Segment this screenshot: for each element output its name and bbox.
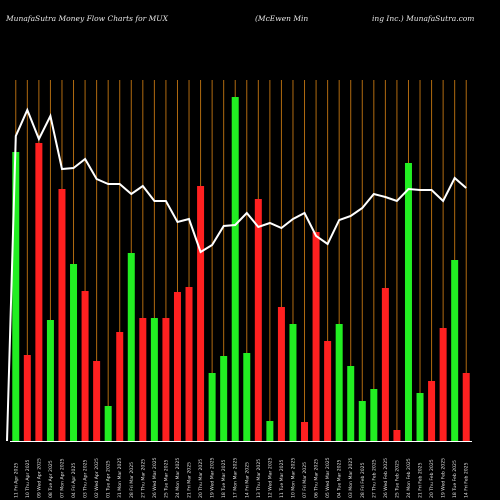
x-tick-label: 08 Tue Apr 2025 xyxy=(48,460,54,498)
money-flow-bar xyxy=(393,430,401,441)
money-flow-bar xyxy=(127,253,135,441)
money-flow-bar xyxy=(277,307,285,441)
x-tick-label: 14 Fri Feb 2025 xyxy=(464,462,470,498)
money-flow-bar xyxy=(462,373,470,441)
money-flow-bars xyxy=(12,97,470,441)
x-tick-label: 10 Mon Mar 2025 xyxy=(290,458,296,498)
x-tick-label: 21 Fri Feb 2025 xyxy=(418,462,424,498)
money-flow-bar xyxy=(220,356,228,441)
money-flow-bar xyxy=(231,97,239,441)
x-tick-label: 28 Fri Mar 2025 xyxy=(129,462,135,498)
money-flow-bar xyxy=(23,355,31,441)
chart-title-right: ing Inc.) MunafaSutra.com xyxy=(372,14,474,23)
money-flow-bar xyxy=(301,422,309,441)
x-tick-label: 18 Tue Feb 2025 xyxy=(452,460,458,498)
x-tick-label: 31 Mon Mar 2025 xyxy=(117,458,123,498)
money-flow-bar xyxy=(35,143,43,441)
money-flow-bar xyxy=(439,328,447,441)
price-trend-line xyxy=(6,107,467,442)
x-tick-label: 25 Tue Feb 2025 xyxy=(394,460,400,498)
x-tick-label: 14 Fri Mar 2025 xyxy=(244,462,250,498)
money-flow-bar xyxy=(81,291,89,441)
x-tick-label: 24 Mon Mar 2025 xyxy=(175,458,181,498)
money-flow-bar xyxy=(312,232,320,441)
x-tick-label: 10 Thu Apr 2025 xyxy=(25,459,31,498)
money-flow-bar xyxy=(335,324,343,441)
x-tick-label: 11 Tue Mar 2025 xyxy=(279,459,285,498)
money-flow-bar xyxy=(150,318,158,441)
money-flow-bar xyxy=(58,189,66,441)
x-tick-label: 20 Thu Mar 2025 xyxy=(198,459,204,498)
money-flow-bar xyxy=(254,199,262,441)
x-tick-label: 02 Wed Apr 2025 xyxy=(94,458,100,498)
money-flow-bar xyxy=(243,353,251,441)
x-tick-label: 26 Wed Mar 2025 xyxy=(152,457,158,498)
x-tick-label: 07 Fri Mar 2025 xyxy=(302,462,308,498)
x-tick-label: 03 Mon Mar 2025 xyxy=(348,458,354,498)
x-tick-label: 21 Fri Mar 2025 xyxy=(187,462,193,498)
x-tick-label: 25 Tue Mar 2025 xyxy=(163,459,169,498)
x-tick-label: 18 Tue Mar 2025 xyxy=(221,459,227,498)
chart-title-left: MunafaSutra Money Flow Charts for MUX xyxy=(5,14,169,23)
money-flow-bar xyxy=(46,320,54,441)
x-tick-label: 20 Thu Feb 2025 xyxy=(429,459,435,498)
money-flow-bar xyxy=(93,361,101,441)
x-tick-label: 26 Wed Feb 2025 xyxy=(383,458,389,498)
x-tick-label: 27 Thu Mar 2025 xyxy=(140,459,146,498)
x-tick-label: 12 Wed Mar 2025 xyxy=(267,457,273,498)
money-flow-bar xyxy=(162,318,170,441)
money-flow-bar xyxy=(358,401,366,441)
x-axis-tick-labels: 11 Fri Apr 2025 10 Thu Apr 2025 09 Wed Apr… xyxy=(13,457,469,498)
x-tick-label: 19 Wed Mar 2025 xyxy=(210,457,216,498)
money-flow-bar xyxy=(324,341,332,441)
money-flow-bar xyxy=(347,366,355,441)
money-flow-bar xyxy=(289,324,297,441)
x-tick-label: 24 Mon Feb 2025 xyxy=(406,458,412,498)
money-flow-bar xyxy=(451,260,459,441)
x-tick-label: 07 Mon Apr 2025 xyxy=(59,458,65,498)
money-flow-bar xyxy=(70,264,78,441)
money-flow-bar xyxy=(116,332,124,441)
x-tick-label: 06 Thu Mar 2025 xyxy=(314,459,320,498)
money-flow-bar xyxy=(185,287,193,441)
money-flow-bar xyxy=(404,163,412,441)
money-flow-bar xyxy=(104,406,112,441)
x-tick-label: 05 Wed Mar 2025 xyxy=(325,457,331,498)
x-tick-label: 17 Mon Mar 2025 xyxy=(233,458,239,498)
money-flow-bar xyxy=(173,292,181,441)
x-tick-label: 04 Tue Mar 2025 xyxy=(337,459,343,498)
x-tick-label: 19 Wed Feb 2025 xyxy=(441,458,447,498)
chart-title-center: (McEwen Min xyxy=(255,14,308,23)
money-flow-bar xyxy=(266,421,274,441)
money-flow-bar xyxy=(197,186,205,441)
money-flow-bar xyxy=(428,381,436,441)
x-tick-label: 01 Tue Apr 2025 xyxy=(106,460,112,498)
money-flow-bar xyxy=(12,152,20,441)
money-flow-bar xyxy=(416,393,424,441)
x-tick-label: 09 Wed Apr 2025 xyxy=(36,458,42,498)
x-tick-label: 03 Thu Apr 2025 xyxy=(83,459,89,498)
money-flow-bar xyxy=(208,373,216,441)
x-tick-label: 27 Thu Feb 2025 xyxy=(371,459,377,498)
x-tick-label: 04 Fri Apr 2025 xyxy=(71,463,77,498)
money-flow-bar xyxy=(370,389,378,441)
x-tick-label: 11 Fri Apr 2025 xyxy=(13,463,19,498)
money-flow-bar xyxy=(381,288,389,441)
money-flow-bar xyxy=(139,318,147,441)
x-tick-label: 13 Thu Mar 2025 xyxy=(256,459,262,498)
x-tick-label: 28 Fri Feb 2025 xyxy=(360,462,366,498)
